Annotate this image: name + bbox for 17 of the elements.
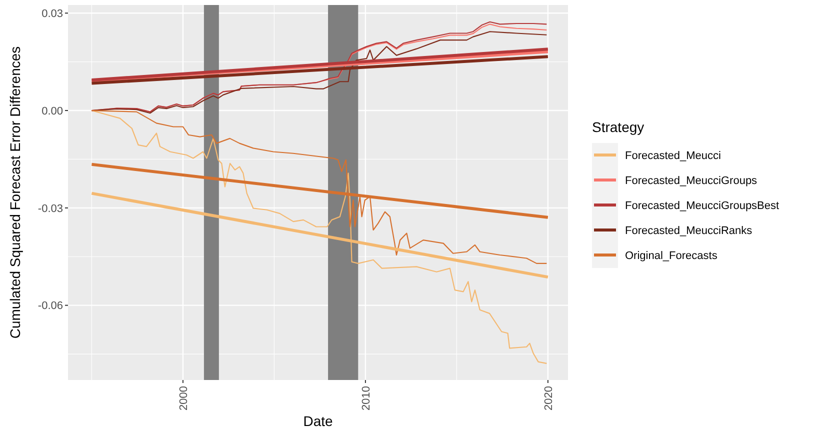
legend-label: Forecasted_MeucciRanks: [625, 224, 753, 237]
legend-label: Forecasted_Meucci: [625, 150, 721, 162]
y-tick-label: 0.00: [42, 105, 63, 118]
line-series: [91, 110, 548, 364]
legend-title: Strategy: [592, 119, 644, 135]
x-tick-label: 2020: [542, 386, 555, 410]
legend-label: Original_Forecasts: [625, 250, 718, 262]
y-tick-label: -0.06: [38, 300, 63, 312]
x-tick-label: 2000: [178, 386, 190, 410]
y-tick-label: -0.03: [38, 202, 63, 215]
y-axis-title: Cumulated Squared Forecast Error Differences: [7, 46, 23, 339]
line-series: [91, 110, 548, 264]
x-tick-label: 2010: [360, 386, 372, 410]
legend-label: Forecasted_MeucciGroups: [625, 174, 758, 187]
y-tick-label: 0.03: [42, 8, 63, 20]
legend-label: Forecasted_MeucciGroupsBest: [625, 200, 780, 212]
x-axis-title: Date: [303, 413, 333, 429]
